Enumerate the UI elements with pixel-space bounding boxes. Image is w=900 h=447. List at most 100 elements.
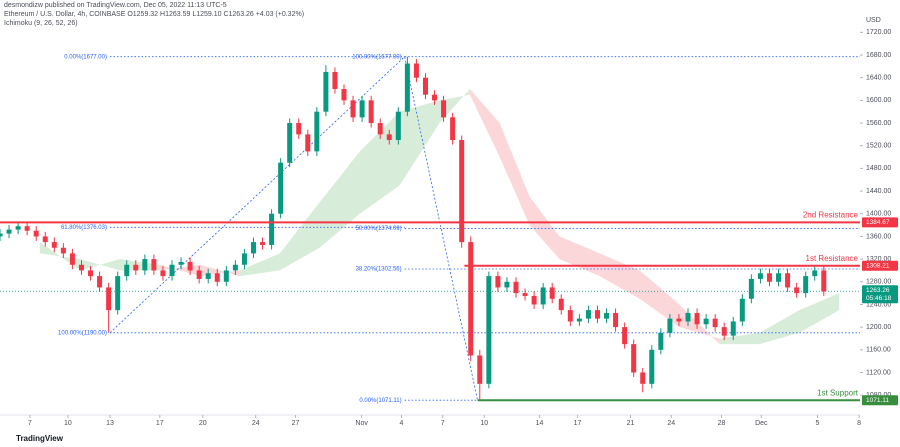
candle-body — [323, 72, 329, 112]
candle-body — [748, 278, 754, 299]
level-axis-label: 1384.67 — [866, 219, 890, 226]
candle-body — [160, 270, 166, 277]
candle-body — [15, 226, 21, 230]
x-tick-label: 24 — [252, 420, 260, 427]
fib-label: 38.20%(1302.56) — [356, 267, 402, 273]
candle-body — [413, 63, 419, 78]
candle-body — [776, 273, 782, 282]
candle-body — [332, 72, 338, 90]
level-axis-box — [862, 395, 898, 406]
candle-body — [341, 89, 347, 101]
candle-body — [649, 349, 655, 384]
candle-body — [522, 293, 528, 296]
fib-label: 0.00%(1071.11) — [359, 398, 401, 404]
candle-body — [78, 264, 84, 271]
y-tick-label: 1400.00 — [866, 211, 891, 218]
candle-body — [812, 270, 818, 277]
level-axis-label: 1071.11 — [866, 397, 889, 404]
y-tick-label: 1280.00 — [866, 279, 891, 286]
candle-body — [468, 242, 474, 356]
candle-body — [42, 236, 48, 243]
candle-body — [757, 273, 763, 279]
y-tick-label: 1600.00 — [866, 97, 891, 104]
candle-body — [558, 298, 564, 311]
fib-label: 100.00%(1677.00) — [352, 54, 401, 60]
x-tick-label: 27 — [292, 420, 300, 427]
candle-body — [404, 63, 410, 112]
chart-title: Ethereum / U.S. Dollar, 4h, COINBASE O12… — [4, 11, 304, 18]
candle-body — [386, 134, 392, 141]
x-tick-label: 24 — [667, 420, 675, 427]
candle-body — [703, 318, 709, 325]
level-name: 2nd Resistance — [803, 211, 859, 220]
countdown-label: 05:46:18 — [866, 295, 892, 302]
cloud-segment — [719, 332, 760, 345]
candle-body — [513, 281, 519, 294]
candle-body — [694, 312, 700, 325]
last-price-box — [862, 285, 898, 304]
level-axis-label: 1308.21 — [866, 262, 890, 269]
candle-body — [287, 123, 293, 163]
cloud-segment — [599, 253, 640, 299]
x-tick-label: 21 — [627, 420, 635, 427]
candle-body — [205, 273, 211, 279]
candle-body — [622, 327, 628, 345]
candle-body — [567, 310, 573, 322]
x-tick-label: 5 — [815, 420, 819, 427]
candle-body — [613, 312, 619, 328]
fib-label: 61.80%(1376.03) — [61, 225, 107, 231]
candle-body — [766, 273, 772, 282]
x-tick-label: 4 — [400, 420, 404, 427]
candle-body — [359, 100, 365, 118]
candle-body — [432, 94, 438, 101]
candle-body — [97, 276, 103, 288]
candle-body — [269, 213, 275, 245]
x-tick-label: 10 — [64, 420, 72, 427]
y-unit: USD — [866, 17, 881, 24]
candle-body — [676, 318, 682, 322]
level-axis-box — [862, 217, 898, 228]
candle-body — [214, 273, 220, 282]
y-tick-label: 1720.00 — [866, 29, 891, 36]
cloud-segment — [80, 259, 120, 271]
candle-body — [33, 230, 39, 237]
candle-body — [196, 270, 202, 279]
candle-body — [88, 270, 94, 277]
cloud-segment — [399, 100, 440, 186]
candle-body — [531, 295, 537, 305]
candle-body — [0, 233, 3, 237]
indicator-name: Ichimoku (9, 26, 52, 26) — [4, 20, 78, 27]
x-tick-label: 20 — [199, 420, 207, 427]
y-tick-label: 1480.00 — [866, 165, 891, 172]
level-name: 1st Support — [817, 388, 859, 397]
candle-body — [450, 117, 456, 141]
candle-body — [24, 226, 30, 231]
candle-body — [821, 270, 827, 292]
candle-body — [69, 253, 75, 265]
candle-body — [631, 344, 637, 373]
candle-body — [260, 242, 266, 245]
candle-body — [377, 123, 383, 135]
candle-body — [739, 298, 745, 322]
candle-body — [395, 111, 401, 141]
y-tick-label: 1200.00 — [866, 324, 891, 331]
candle-body — [785, 273, 791, 288]
candle-body — [486, 276, 492, 384]
x-tick-label: 17 — [156, 420, 164, 427]
candle-body — [178, 261, 184, 265]
candle-body — [151, 259, 157, 271]
candle-body — [803, 276, 809, 294]
x-tick-label: 7 — [441, 420, 445, 427]
candle-body — [115, 276, 121, 311]
x-tick-label: 8 — [857, 420, 861, 427]
candle-body — [712, 318, 718, 328]
fib-label: 100.00%(1190.00) — [58, 330, 107, 336]
candle-body — [6, 229, 12, 234]
y-tick-label: 1360.00 — [866, 233, 891, 240]
cloud-segment — [439, 89, 470, 124]
candle-body — [241, 253, 247, 265]
level-name: 1st Resistance — [806, 254, 859, 263]
y-tick-label: 1120.00 — [866, 369, 891, 376]
fib-label: 50.00%(1374.09) — [356, 226, 402, 232]
cloud-segment — [119, 259, 160, 271]
